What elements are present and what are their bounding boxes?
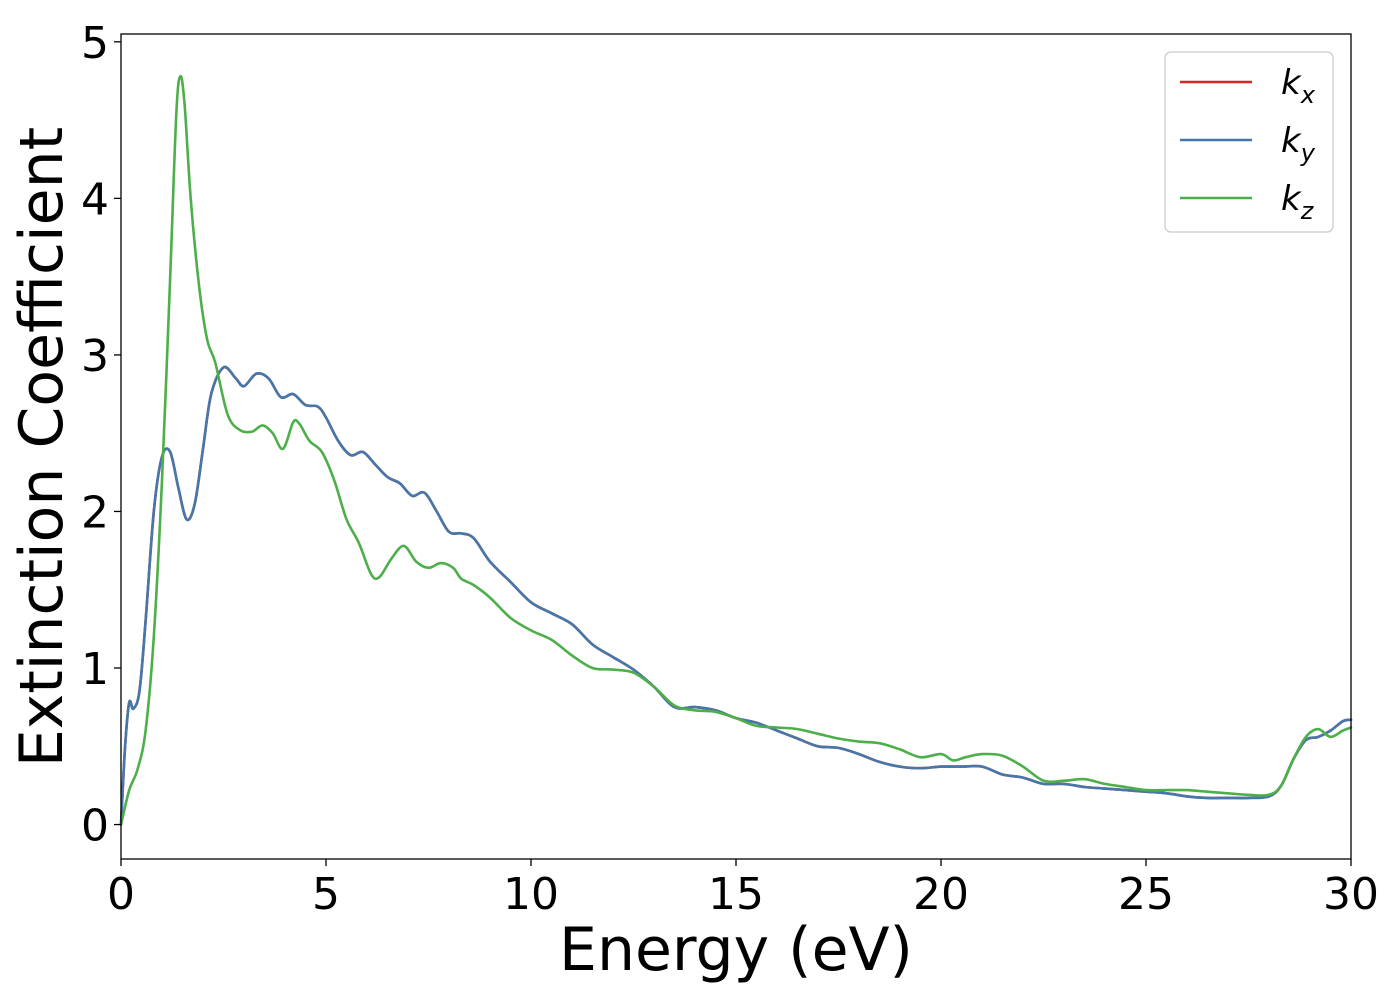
y-tick-label: 3 bbox=[81, 331, 109, 382]
legend-label-ky: ky bbox=[1281, 121, 1316, 167]
legend-box bbox=[1164, 51, 1334, 233]
x-tick-label: 5 bbox=[312, 869, 340, 920]
plot-area bbox=[121, 34, 1351, 859]
y-tick-label: 0 bbox=[81, 801, 109, 852]
y-axis-label: Extinction Coefficient bbox=[7, 127, 77, 767]
legend: kx ky kz bbox=[1164, 51, 1334, 233]
legend-label-kz: kz bbox=[1281, 179, 1315, 225]
x-tick-label: 25 bbox=[1118, 869, 1174, 920]
y-axis: 0 1 2 3 4 5 bbox=[81, 18, 121, 852]
y-tick-label: 4 bbox=[81, 174, 109, 225]
x-tick-label: 0 bbox=[107, 869, 135, 920]
y-tick-label: 5 bbox=[81, 18, 109, 69]
series-layer bbox=[119, 74, 1353, 826]
x-tick-label: 15 bbox=[708, 869, 764, 920]
x-axis: 0 5 10 15 20 25 30 bbox=[107, 859, 1379, 920]
series-line-kz bbox=[119, 74, 1353, 826]
x-tick-label: 10 bbox=[503, 869, 559, 920]
legend-label-kx: kx bbox=[1281, 63, 1316, 109]
y-tick-label: 1 bbox=[81, 644, 109, 695]
x-axis-label: Energy (eV) bbox=[559, 915, 913, 985]
x-tick-label: 30 bbox=[1323, 869, 1379, 920]
y-tick-label: 2 bbox=[81, 487, 109, 538]
x-tick-label: 20 bbox=[913, 869, 969, 920]
series-line-ky bbox=[119, 365, 1353, 826]
